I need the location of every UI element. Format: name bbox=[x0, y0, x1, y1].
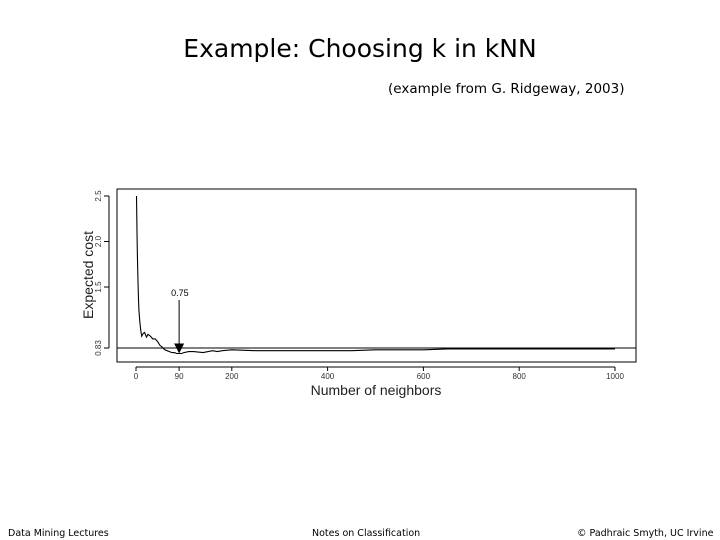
y-axis: 0.83 1.5 2.0 2.5 bbox=[94, 190, 110, 356]
slide-subtitle: (example from G. Ridgeway, 2003) bbox=[388, 81, 625, 97]
plot-frame bbox=[116, 188, 637, 363]
footer-course: Data Mining Lectures bbox=[8, 528, 109, 539]
y-tick-label: 2.0 bbox=[94, 235, 103, 247]
footer-topic: Notes on Classification bbox=[312, 528, 421, 539]
annotation-label: 0.75 bbox=[171, 288, 189, 298]
footer-copyright: © Padhraic Smyth, UC Irvine bbox=[577, 528, 714, 539]
x-axis-label: Number of neighbors bbox=[311, 382, 442, 398]
x-tick-label: 400 bbox=[321, 372, 335, 381]
x-axis: 0 90 200 400 600 800 1000 bbox=[134, 366, 624, 381]
slide-title: Example: Choosing k in kNN bbox=[183, 34, 537, 63]
y-tick-label: 2.5 bbox=[94, 190, 103, 202]
annotation-arrow-head bbox=[174, 343, 185, 354]
y-tick-label: 1.5 bbox=[94, 281, 103, 293]
x-tick-label: 0 bbox=[134, 372, 139, 381]
x-tick-label: 1000 bbox=[606, 372, 624, 381]
x-tick-label: 90 bbox=[175, 372, 184, 381]
y-tick-label: 0.83 bbox=[94, 340, 103, 356]
x-tick-label: 600 bbox=[417, 372, 431, 381]
x-tick-label: 800 bbox=[513, 372, 527, 381]
y-axis-label: Expected cost bbox=[80, 231, 96, 319]
x-tick-label: 200 bbox=[225, 372, 239, 381]
series-line-expected-cost bbox=[135, 195, 615, 355]
minimum-annotation: 0.75 bbox=[171, 288, 189, 354]
